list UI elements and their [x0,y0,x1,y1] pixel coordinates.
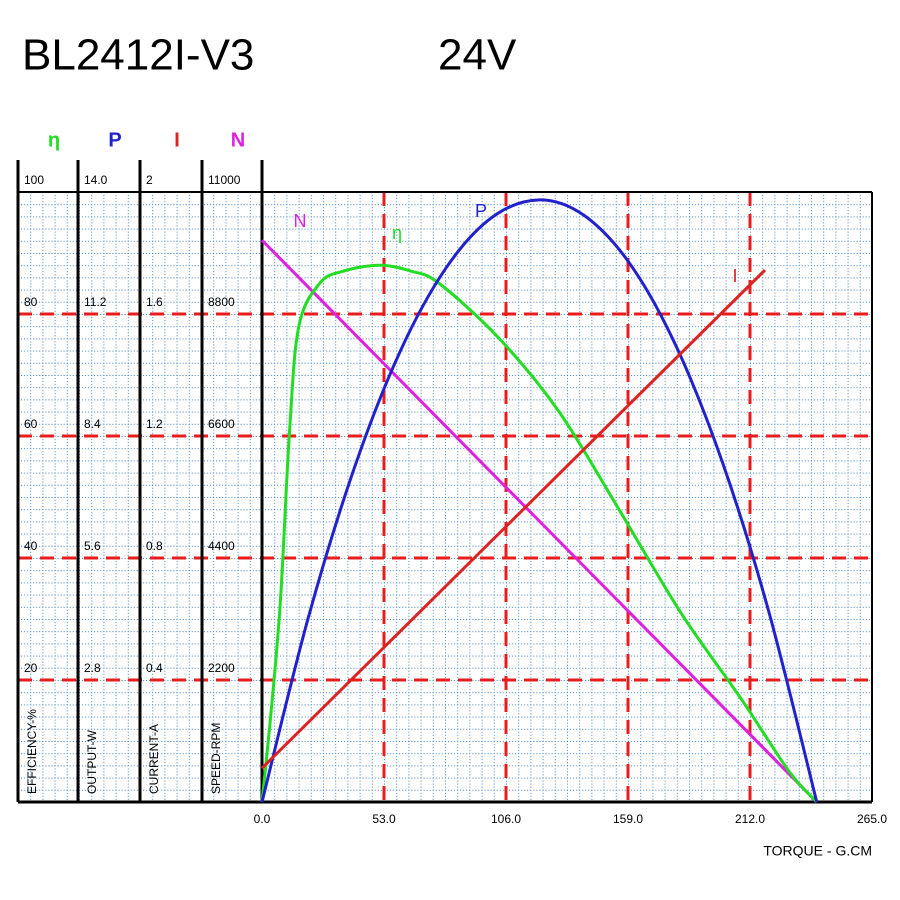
x-tick-label: 0.0 [254,812,271,826]
axis-symbol: η [48,129,60,151]
y-tick-label: 0.4 [146,661,163,675]
axis-label: EFFICIENCY-% [25,709,39,794]
axis-symbol: P [108,129,121,151]
curve-label: N [294,211,307,231]
curve [260,269,767,770]
y-tick-label: 2 [146,173,153,187]
chart-subtitle: 24V [438,31,517,80]
y-tick-label: 0.8 [146,539,163,553]
y-tick-label: 40 [24,539,38,553]
y-tick-label: 8800 [208,295,235,309]
y-tick-label: 100 [24,173,44,187]
y-tick-label: 80 [24,295,38,309]
axis-label: CURRENT-A [147,724,161,794]
curve [260,263,818,804]
y-tick-label: 11.2 [84,295,107,309]
y-tick-label: 1.2 [146,417,163,431]
x-tick-label: 159.0 [613,812,643,826]
curve-label: P [475,201,487,221]
axis-symbol: N [231,129,245,151]
x-tick-label: 265.0 [857,812,887,826]
x-axis-label: TORQUE - G.CM [763,843,872,859]
y-tick-label: 60 [24,417,38,431]
minor-grid [18,192,872,802]
y-tick-label: 14.0 [84,173,108,187]
curve [260,239,818,804]
y-tick-label: 6600 [208,417,235,431]
y-tick-label: 2200 [208,661,235,675]
y-tick-label: 11000 [208,173,241,187]
axis-label: OUTPUT-W [85,729,99,794]
x-tick-label: 53.0 [372,812,396,826]
curve-label: η [392,223,402,243]
x-tick-label: 106.0 [491,812,521,826]
y-tick-label: 5.6 [84,539,101,553]
y-tick-label: 4400 [208,539,235,553]
curve [260,198,819,803]
y-tick-label: 2.8 [84,661,101,675]
y-tick-label: 20 [24,661,38,675]
axis-label: SPEED-RPM [209,723,223,794]
x-tick-label: 212.0 [735,812,765,826]
chart-title: BL2412I-V3 [22,31,254,80]
y-tick-label: 1.6 [146,295,163,309]
curve-label: I [732,266,737,286]
axis-symbol: I [174,129,180,151]
y-tick-label: 8.4 [84,417,101,431]
